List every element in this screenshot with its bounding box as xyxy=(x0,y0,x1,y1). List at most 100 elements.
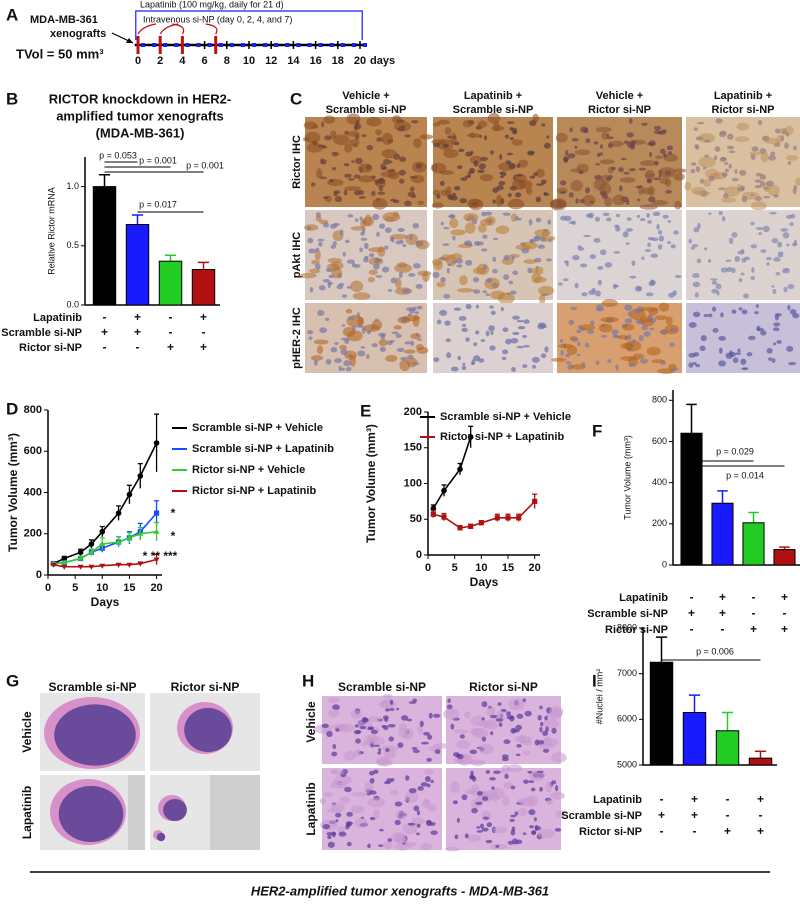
stain-patch xyxy=(410,174,425,184)
stain-patch xyxy=(582,194,596,207)
nucleus xyxy=(451,260,458,264)
column-header: Rictor si-NP xyxy=(171,680,240,694)
tumor-core xyxy=(58,785,124,843)
nucleus xyxy=(589,254,597,260)
nucleus xyxy=(409,175,418,179)
condition-sign: + xyxy=(781,622,788,636)
condition-sign: - xyxy=(136,340,140,354)
nucleus xyxy=(357,350,366,357)
nucleus xyxy=(711,280,718,285)
nucleus xyxy=(615,213,621,218)
nucleus xyxy=(535,217,542,223)
stain-patch xyxy=(398,727,409,739)
nucleus xyxy=(711,306,717,312)
row-label: pHER-2 IHC xyxy=(291,307,303,369)
nucleus xyxy=(432,271,440,279)
nucleus xyxy=(345,239,350,244)
nucleus xyxy=(571,337,579,342)
nucleus xyxy=(692,243,699,248)
stain-patch xyxy=(512,174,527,183)
nucleus xyxy=(599,144,604,149)
nucleus xyxy=(620,157,627,161)
stain-patch xyxy=(721,197,737,203)
nucleus xyxy=(345,824,350,830)
nucleus xyxy=(569,127,573,133)
nucleus xyxy=(376,137,383,142)
stain-patch xyxy=(604,196,613,207)
stain-patch xyxy=(410,333,422,340)
condition-sign: + xyxy=(724,824,731,838)
nucleus xyxy=(360,237,368,241)
nucleus xyxy=(766,262,770,266)
bar xyxy=(711,502,734,566)
nucleus xyxy=(534,739,540,746)
marker xyxy=(153,440,160,446)
nucleus xyxy=(699,345,706,352)
column-header: Rictor si-NP xyxy=(588,104,651,116)
nucleus xyxy=(372,263,380,270)
nucleus xyxy=(504,773,509,779)
daily-dose xyxy=(318,43,323,47)
nucleus xyxy=(446,704,453,710)
nucleus xyxy=(473,342,478,347)
nucleus xyxy=(322,196,329,200)
stain-patch xyxy=(450,132,457,145)
nucleus xyxy=(384,708,391,712)
nucleus xyxy=(650,253,659,258)
nucleus xyxy=(667,220,671,223)
nucleus xyxy=(456,264,463,268)
nucleus xyxy=(408,273,416,277)
nucleus xyxy=(559,338,564,343)
nucleus xyxy=(697,121,705,125)
marker xyxy=(50,562,57,568)
row-label: Vehicle xyxy=(20,711,34,753)
condition-sign: + xyxy=(200,310,207,324)
nucleus xyxy=(718,187,726,190)
stain-patch xyxy=(654,315,668,321)
p-value: p = 0.053 xyxy=(99,150,137,160)
nucleus xyxy=(462,362,466,366)
y-tick-label: 400 xyxy=(24,486,42,498)
y-tick-label: 800 xyxy=(24,404,42,416)
nucleus xyxy=(626,132,634,138)
nucleus xyxy=(386,340,393,345)
daily-dose xyxy=(274,43,279,47)
condition-sign: - xyxy=(660,792,664,806)
p-value: p = 0.014 xyxy=(726,470,764,480)
nucleus xyxy=(777,241,783,248)
nucleus xyxy=(407,313,412,317)
nucleus xyxy=(708,175,715,182)
stain-patch xyxy=(453,729,469,734)
nucleus xyxy=(370,729,378,735)
stain-patch xyxy=(598,323,613,333)
series-line xyxy=(432,436,472,509)
timeline-tick-label: 10 xyxy=(243,55,255,67)
nucleus xyxy=(775,272,781,276)
stain-patch xyxy=(376,759,394,767)
nucleus xyxy=(485,293,491,297)
stain-patch xyxy=(344,143,353,153)
nucleus xyxy=(504,134,510,139)
stain-patch xyxy=(443,148,459,159)
nucleus xyxy=(528,780,535,784)
nucleus xyxy=(720,312,724,318)
stain-patch xyxy=(651,200,669,206)
nucleus xyxy=(786,345,794,352)
stain-patch xyxy=(314,250,321,261)
nucleus xyxy=(498,722,503,727)
condition-sign: - xyxy=(752,606,756,620)
y-tick-label: 1.0 xyxy=(66,181,79,191)
nucleus xyxy=(490,150,494,155)
stain-patch xyxy=(303,121,318,130)
nucleus xyxy=(754,184,762,189)
daily-dose xyxy=(174,43,179,47)
nucleus xyxy=(412,749,420,754)
nucleus xyxy=(445,338,451,343)
y-tick-label: 400 xyxy=(652,477,667,487)
y-tick-label: 0.5 xyxy=(66,240,79,250)
stain-patch xyxy=(459,275,468,286)
nucleus xyxy=(490,331,494,336)
tumor-core xyxy=(184,707,232,753)
nucleus xyxy=(562,278,569,282)
stain-patch xyxy=(508,253,520,259)
